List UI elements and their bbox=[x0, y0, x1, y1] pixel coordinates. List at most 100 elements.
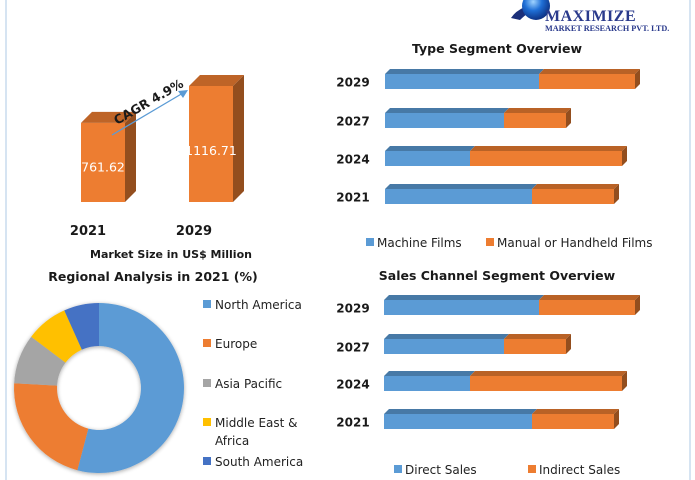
logo-subtitle: MARKET RESEARCH PVT. LTD. bbox=[545, 24, 669, 33]
legend-item-europe: Europe bbox=[203, 337, 257, 351]
bar-segment-machine-films bbox=[385, 146, 475, 166]
donut-slice-asia-pacific bbox=[14, 336, 66, 386]
donut-slice-europe bbox=[13, 383, 89, 471]
segment-top bbox=[470, 371, 627, 376]
legend-swatch bbox=[203, 339, 211, 347]
bar-segment-manual-or-handheld-films bbox=[539, 69, 640, 89]
category-label: 2027 bbox=[336, 115, 369, 129]
legend-item-south-america: South America bbox=[203, 455, 303, 469]
bar-segment-manual-or-handheld-films bbox=[470, 146, 627, 166]
donut-slice-south-america bbox=[64, 303, 99, 350]
legend-item-asia-pacific: Asia Pacific bbox=[203, 377, 282, 391]
bar-segment-machine-films bbox=[385, 108, 509, 128]
cagr-arrow-line bbox=[111, 92, 184, 136]
category-label: 2024 bbox=[336, 378, 369, 392]
segment-top bbox=[504, 334, 571, 339]
cagr-arrowhead-icon bbox=[178, 90, 188, 98]
market-size-chart: 761.62 2021 1116.71 2029 CAGR 4.9% Market Siz… bbox=[70, 75, 252, 261]
segment-top bbox=[384, 409, 537, 414]
segment-top bbox=[385, 184, 537, 189]
bar-segment-indirect-sales bbox=[470, 371, 627, 391]
legend-swatch bbox=[203, 300, 211, 308]
market-bar-2021: 761.62 bbox=[81, 111, 136, 202]
bar-value-label: 761.62 bbox=[81, 159, 125, 174]
legend-label: Middle East & bbox=[215, 416, 298, 430]
bar-row-2029: 2029 bbox=[336, 69, 640, 90]
year-label: 2029 bbox=[176, 224, 212, 239]
segment-end bbox=[614, 184, 619, 204]
segment-top bbox=[504, 108, 571, 113]
legend-label: Africa bbox=[215, 434, 249, 448]
segment-front bbox=[384, 376, 470, 391]
globe-icon bbox=[522, 0, 550, 20]
segment-top bbox=[384, 295, 544, 300]
segment-top bbox=[532, 184, 619, 189]
segment-front bbox=[385, 74, 539, 89]
cagr-annotation: CAGR 4.9% bbox=[111, 75, 186, 127]
segment-front bbox=[532, 189, 614, 204]
segment-front bbox=[539, 74, 635, 89]
legend-label: Europe bbox=[215, 337, 257, 351]
segment-front bbox=[384, 339, 504, 354]
legend-label: Machine Films bbox=[377, 236, 462, 250]
bar-row-2029: 2029 bbox=[336, 295, 640, 316]
market-size-axis-label: Market Size in US$ Million bbox=[90, 248, 252, 261]
segment-end bbox=[635, 295, 640, 315]
legend-item-north-america: North America bbox=[203, 298, 302, 312]
legend-item-indirect-sales: Indirect Sales bbox=[528, 463, 620, 477]
bar-row-2024: 2024 bbox=[336, 146, 627, 167]
segment-top bbox=[532, 409, 619, 414]
segment-front bbox=[504, 339, 566, 354]
bar-segment-machine-films bbox=[385, 69, 544, 89]
segment-front bbox=[384, 414, 532, 429]
segment-end bbox=[614, 409, 619, 429]
segment-front bbox=[384, 300, 539, 315]
sales-channel-chart: Sales Channel Segment Overview 2029 2027 20… bbox=[336, 268, 640, 477]
segment-top bbox=[385, 146, 475, 151]
regional-analysis-chart: Regional Analysis in 2021 (%) North Ameri… bbox=[13, 269, 303, 473]
legend-label: Manual or Handheld Films bbox=[497, 236, 653, 250]
legend-swatch bbox=[366, 238, 374, 246]
bar-side-face bbox=[125, 111, 136, 202]
type-segment-chart: Type Segment Overview 2029 2027 2024 2021 Mac… bbox=[336, 41, 652, 250]
segment-end bbox=[622, 146, 627, 166]
legend-label: North America bbox=[215, 298, 302, 312]
segment-end bbox=[622, 371, 627, 391]
segment-top bbox=[470, 146, 627, 151]
legend-swatch bbox=[486, 238, 494, 246]
segment-front bbox=[504, 113, 566, 128]
legend-swatch bbox=[203, 418, 211, 426]
donut-slice-middle-east-africa bbox=[31, 310, 82, 363]
year-label: 2021 bbox=[70, 224, 106, 239]
bar-top-face bbox=[189, 75, 244, 86]
category-label: 2029 bbox=[336, 76, 369, 90]
logo-name: MAXIMIZE bbox=[545, 8, 636, 25]
right-border-line bbox=[689, 0, 691, 480]
bar-segment-direct-sales bbox=[384, 295, 544, 315]
legend-item-machine-films: Machine Films bbox=[366, 236, 462, 250]
legend-swatch bbox=[528, 465, 536, 473]
bar-top-face bbox=[81, 111, 136, 123]
segment-top bbox=[384, 371, 475, 376]
segment-front bbox=[470, 376, 622, 391]
bar-side-face bbox=[233, 75, 244, 202]
segment-top bbox=[385, 69, 544, 74]
legend-swatch bbox=[394, 465, 402, 473]
market-bar-2029: 1116.71 bbox=[185, 75, 244, 202]
left-border-line bbox=[5, 0, 7, 480]
bar-row-2021: 2021 bbox=[336, 409, 619, 430]
bar-segment-indirect-sales bbox=[532, 409, 619, 429]
bar-segment-manual-or-handheld-films bbox=[532, 184, 619, 204]
bar-segment-direct-sales bbox=[384, 371, 475, 391]
segment-end bbox=[566, 334, 571, 354]
segment-top bbox=[385, 108, 509, 113]
bar-segment-direct-sales bbox=[384, 409, 537, 429]
legend-item-middle-east-africa: Middle East & Africa bbox=[203, 416, 298, 448]
company-logo: MAXIMIZE MARKET RESEARCH PVT. LTD. bbox=[511, 0, 669, 33]
bar-row-2024: 2024 bbox=[336, 371, 627, 392]
bar-segment-manual-or-handheld-films bbox=[504, 108, 571, 128]
bar-segment-machine-films bbox=[385, 184, 537, 204]
bar-value-label: 1116.71 bbox=[185, 143, 237, 158]
category-label: 2024 bbox=[336, 153, 369, 167]
